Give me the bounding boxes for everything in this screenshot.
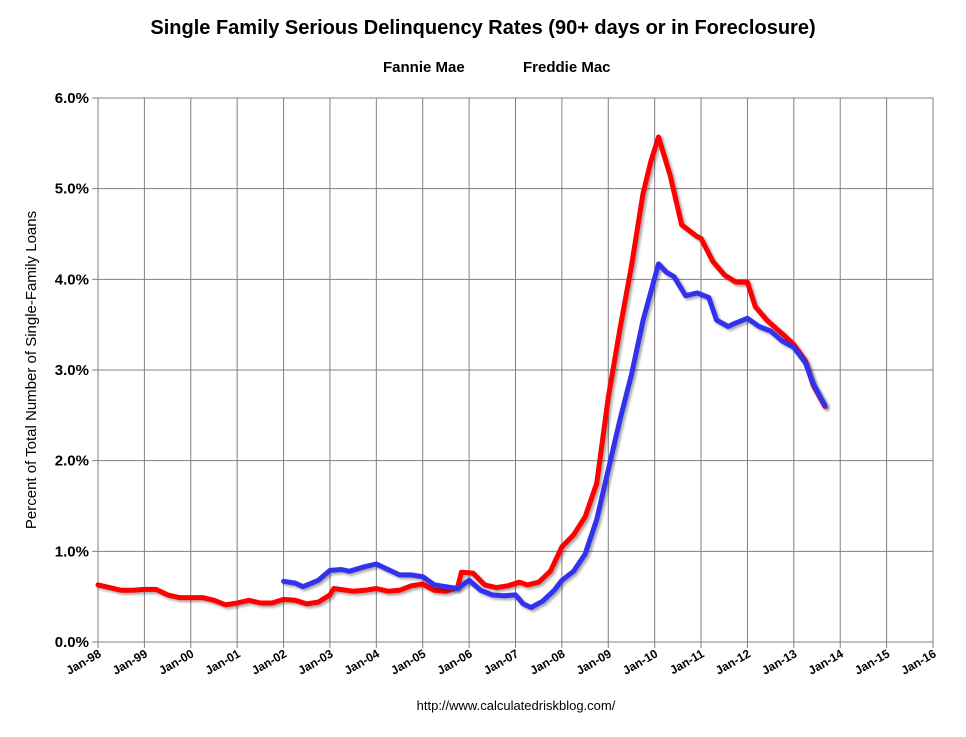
y-tick-label: 2.0% <box>55 453 89 470</box>
x-tick-label: Jan-07 <box>481 646 521 677</box>
x-tick-label: Jan-13 <box>759 646 799 677</box>
x-tick-label: Jan-99 <box>110 646 150 677</box>
y-tick-label: 4.0% <box>55 271 89 288</box>
x-tick-label: Jan-15 <box>852 646 892 677</box>
x-tick-label: Jan-01 <box>203 646 243 677</box>
x-tick-label: Jan-06 <box>435 646 475 677</box>
series-group <box>95 134 828 610</box>
x-tick-label: Jan-10 <box>620 646 660 677</box>
plot-border <box>97 97 934 643</box>
x-tick-label: Jan-11 <box>667 646 707 677</box>
x-tick-label: Jan-12 <box>713 646 753 677</box>
x-tick-label: Jan-08 <box>527 646 567 677</box>
grid <box>92 97 934 648</box>
y-tick-label: 3.0% <box>55 362 89 379</box>
legend-label: Freddie Mac <box>523 59 611 76</box>
legend-label: Fannie Mae <box>383 59 465 76</box>
y-tick-label: 0.0% <box>55 634 89 651</box>
chart-title: Single Family Serious Delinquency Rates … <box>150 17 815 39</box>
x-tick-label: Jan-09 <box>574 646 614 677</box>
x-tick-label: Jan-03 <box>296 646 336 677</box>
x-tick-label: Jan-16 <box>899 646 939 677</box>
y-axis-label: Percent of Total Number of Single-Family… <box>23 211 40 529</box>
series-line-fannie-mae <box>95 134 828 608</box>
series-line-freddie-mac <box>281 261 828 610</box>
legend: Fannie Mae Freddie Mac <box>347 59 611 76</box>
x-tick-label: Jan-14 <box>806 646 846 677</box>
x-tick-label: Jan-00 <box>156 646 196 677</box>
source-note: http://www.calculatedriskblog.com/ <box>417 698 616 713</box>
x-tick-label: Jan-05 <box>388 646 428 677</box>
x-tick-label: Jan-98 <box>64 646 104 677</box>
y-tick-label: 6.0% <box>55 90 89 107</box>
x-tick-label: Jan-04 <box>342 646 382 677</box>
y-tick-label: 1.0% <box>55 543 89 560</box>
y-tick-label: 5.0% <box>55 181 89 198</box>
x-tick-label: Jan-02 <box>249 646 289 677</box>
